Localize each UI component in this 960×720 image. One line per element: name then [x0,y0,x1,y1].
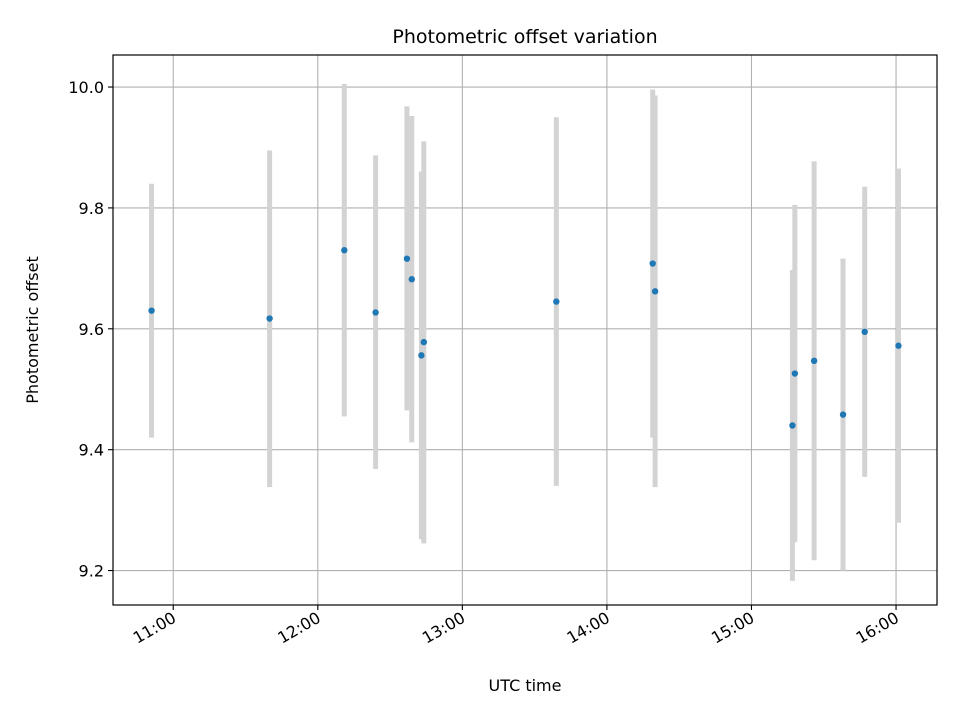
y-tick-label: 10.0 [68,78,104,97]
data-point [789,422,796,429]
x-tick-label: 16:00 [853,608,902,648]
x-axis-label: UTC time [489,676,562,695]
data-point [420,338,428,346]
data-point [341,247,348,254]
y-ticks: 9.2 9.4 9.6 9.8 10.0 [68,78,113,581]
x-tick-label: 13:00 [419,608,468,648]
data-point [839,411,847,418]
data-point [861,328,868,336]
data-point [553,298,560,305]
data-point [810,357,818,365]
y-tick-label: 9.6 [79,320,104,339]
y-axis-label: Photometric offset [23,256,42,404]
data-point [791,370,799,377]
data-point [372,309,379,316]
data-points [148,247,902,429]
plot-frame [112,54,938,606]
errorbars [149,84,901,581]
data-point [148,307,155,314]
y-tick-label: 9.8 [79,199,104,218]
data-point [403,255,411,262]
y-tick-label: 9.4 [79,441,104,460]
data-point [895,342,902,349]
x-tick-label: 11:00 [130,608,179,648]
chart-title: Photometric offset variation [392,26,657,48]
data-point [266,315,273,322]
x-tick-label: 15:00 [708,608,757,648]
data-point [651,288,659,295]
data-point [418,352,425,359]
data-point [408,276,415,283]
x-ticks: 11:00 12:00 13:00 14:00 15:00 16:00 [130,605,902,648]
x-tick-label: 14:00 [563,608,612,648]
data-point [649,260,656,267]
y-tick-label: 9.2 [79,562,104,581]
x-tick-label: 12:00 [274,608,323,648]
